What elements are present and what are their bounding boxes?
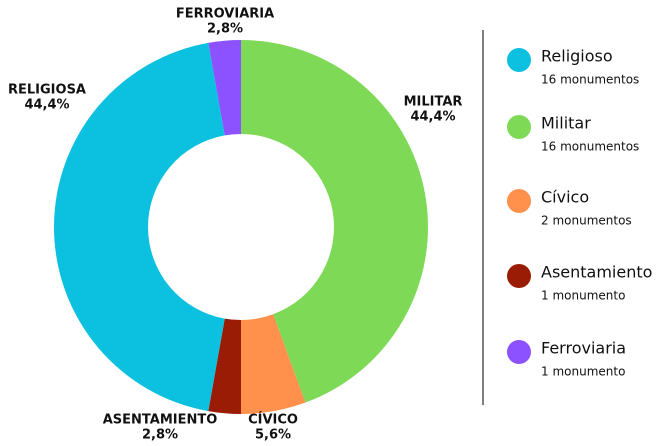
legend-detail: 16 monumentos — [541, 73, 639, 87]
donut-slice — [208, 318, 241, 414]
legend-detail: 1 monumento — [541, 365, 625, 379]
donut-slice — [241, 40, 429, 403]
legend-swatch — [507, 115, 531, 139]
legend-detail: 2 monumentos — [541, 214, 632, 228]
legend-name: Cívico — [541, 188, 589, 207]
legend-swatch — [507, 48, 531, 72]
slice-label: FERROVIARIA — [176, 7, 274, 22]
slice-label: CÍVICO — [248, 412, 298, 428]
legend-swatch — [507, 189, 531, 213]
slice-value-label: 44,4% — [24, 98, 69, 113]
slice-label: RELIGIOSA — [8, 83, 86, 98]
donut-slice — [53, 42, 225, 412]
slice-value-label: 2,8% — [142, 428, 178, 443]
legend-detail: 1 monumento — [541, 289, 625, 303]
legend-name: Militar — [541, 114, 591, 133]
legend-detail: 16 monumentos — [541, 140, 639, 154]
slice-label: MILITAR — [404, 95, 463, 110]
donut-slice — [241, 314, 306, 414]
legend-name: Religioso — [541, 47, 613, 66]
slice-value-label: 2,8% — [207, 22, 243, 37]
legend-name: Asentamiento — [541, 263, 652, 282]
slice-label: ASENTAMIENTO — [103, 413, 218, 428]
slice-value-label: 5,6% — [255, 428, 291, 443]
donut-slice — [208, 40, 241, 136]
legend-swatch — [507, 264, 531, 288]
slice-value-label: 44,4% — [410, 110, 455, 125]
legend-swatch — [507, 340, 531, 364]
legend-name: Ferroviaria — [541, 339, 626, 358]
